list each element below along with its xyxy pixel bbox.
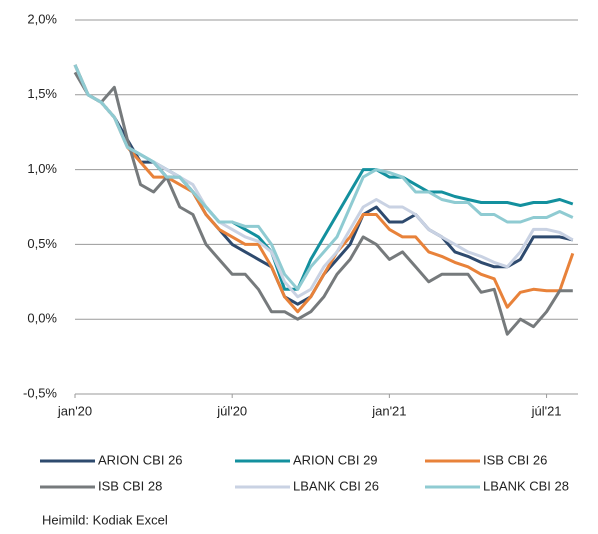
series-line [73, 64, 574, 299]
legend-label: ISB CBI 28 [98, 478, 162, 493]
series-line [73, 71, 573, 336]
y-tick-label: 2,0% [27, 11, 57, 26]
series-line [73, 64, 574, 291]
x-tick-label: jan'20 [57, 403, 92, 418]
legend-label: ISB CBI 26 [483, 452, 547, 467]
y-tick-label: 0,5% [27, 236, 57, 251]
x-tick-label: júl'21 [531, 403, 562, 418]
series-line [73, 64, 575, 314]
legend-label: LBANK CBI 28 [483, 478, 569, 493]
y-tick-label: -0,5% [23, 385, 57, 400]
x-tick-label: júl'20 [216, 403, 247, 418]
legend-label: LBANK CBI 26 [293, 478, 379, 493]
source-note: Heimild: Kodiak Excel [42, 512, 168, 527]
x-tick-label: jan'21 [371, 403, 406, 418]
y-tick-label: 1,5% [27, 86, 57, 101]
y-tick-label: 0,0% [27, 311, 57, 326]
legend-label: ARION CBI 29 [293, 452, 378, 467]
series-line [73, 64, 574, 291]
y-tick-label: 1,0% [27, 161, 57, 176]
legend-label: ARION CBI 26 [98, 452, 183, 467]
